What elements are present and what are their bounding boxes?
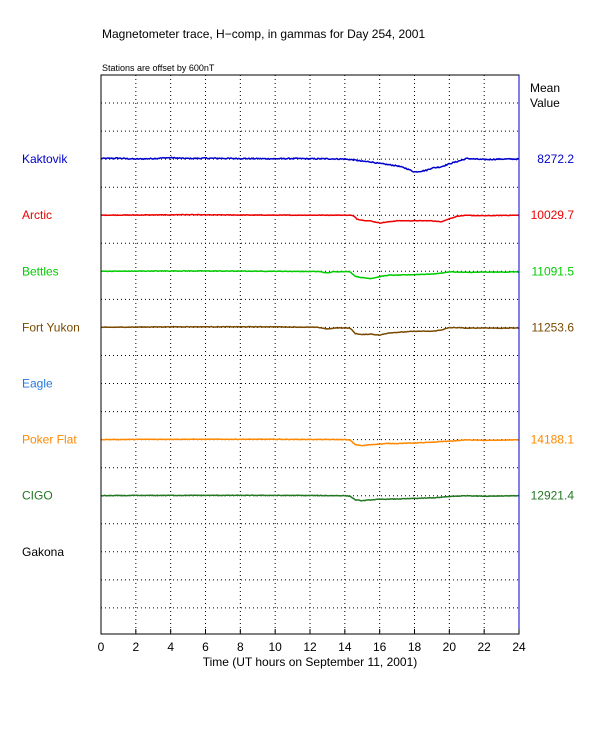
- x-tick-label: 12: [303, 640, 317, 654]
- station-name: Gakona: [22, 545, 64, 559]
- series-trace: [100, 156, 520, 173]
- series-trace: [101, 325, 520, 336]
- x-tick-label: 6: [202, 640, 209, 654]
- x-axis-label: Time (UT hours on September 11, 2001): [203, 655, 418, 669]
- station-name: Kaktovik: [22, 152, 68, 166]
- series-trace: [100, 269, 520, 280]
- x-tick-label: 8: [237, 640, 244, 654]
- mean-header-line-2: Value: [530, 96, 560, 110]
- x-tick-label: 10: [268, 640, 282, 654]
- chart-subtitle: Stations are offset by 600nT: [102, 63, 215, 73]
- station-name: Bettles: [22, 264, 59, 278]
- station-name: Poker Flat: [22, 433, 77, 447]
- x-tick-label: 2: [132, 640, 139, 654]
- station-mean-value: 14188.1: [531, 433, 575, 447]
- series-traces: [100, 156, 520, 502]
- mean-header-line-1: Mean: [530, 81, 560, 95]
- x-axis-ticks: 0 2 4 6 8 10 12 14 16 18 20 22 24: [98, 629, 526, 654]
- x-tick-label: 0: [98, 640, 105, 654]
- series-trace: [100, 438, 519, 447]
- station-mean-value: 11253.6: [532, 320, 575, 334]
- x-tick-label: 22: [477, 640, 491, 654]
- x-tick-label: 24: [512, 640, 526, 654]
- station-mean-value: 8272.2: [537, 152, 574, 166]
- station-mean-value: 11091.5: [532, 264, 575, 278]
- station-mean-value: 12921.4: [531, 489, 575, 503]
- x-tick-label: 20: [443, 640, 457, 654]
- x-tick-label: 16: [373, 640, 387, 654]
- station-mean-value: 10029.7: [531, 208, 575, 222]
- x-tick-label: 14: [338, 640, 352, 654]
- station-labels: Kaktovik 8272.2 Arctic 10029.7 Bettles 11091.…: [22, 152, 574, 559]
- chart-title: Magnetometer trace, H−comp, in gammas fo…: [102, 27, 425, 41]
- x-tick-label: 18: [408, 640, 422, 654]
- station-name: Arctic: [22, 208, 52, 222]
- series-trace: [100, 494, 520, 502]
- x-tick-label: 4: [167, 640, 174, 654]
- station-name: Eagle: [22, 376, 53, 390]
- station-name: Fort Yukon: [22, 320, 80, 334]
- series-trace: [100, 213, 520, 224]
- station-name: CIGO: [22, 489, 53, 503]
